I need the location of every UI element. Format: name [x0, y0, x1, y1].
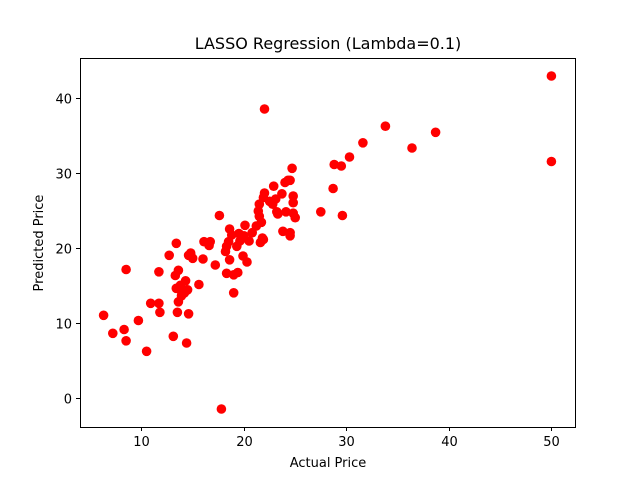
y-tick-label: 20 — [55, 243, 72, 258]
x-axis-ticks: 10 20 30 40 50 — [133, 427, 560, 450]
data-point — [273, 209, 283, 219]
data-point — [285, 227, 295, 238]
chart-title: LASSO Regression (Lambda=0.1) — [195, 34, 462, 53]
data-point — [288, 197, 299, 208]
data-point — [336, 161, 347, 171]
data-point — [133, 315, 144, 326]
data-point — [98, 310, 109, 321]
data-point — [121, 264, 131, 275]
data-point — [187, 253, 198, 264]
x-tick-label: 30 — [338, 435, 355, 450]
data-point — [259, 188, 270, 198]
data-point — [546, 156, 557, 167]
data-point — [228, 288, 239, 298]
data-point — [155, 307, 165, 318]
x-tick-label: 50 — [543, 435, 560, 450]
data-point — [281, 207, 291, 217]
data-point — [108, 328, 118, 339]
data-point — [277, 189, 287, 199]
x-tick-label: 40 — [441, 435, 458, 450]
data-point — [141, 346, 152, 357]
data-point — [183, 309, 194, 319]
data-point — [278, 226, 288, 237]
y-axis-label: Predicted Price — [32, 195, 47, 292]
y-axis-ticks: 0 10 20 30 40 — [55, 93, 80, 408]
data-point — [173, 265, 184, 276]
data-point — [358, 138, 368, 148]
data-point — [242, 257, 252, 267]
data-point — [226, 230, 237, 240]
data-point — [154, 267, 164, 277]
data-point — [316, 207, 326, 217]
data-point — [214, 210, 225, 221]
data-point — [288, 191, 299, 201]
data-point — [244, 236, 254, 246]
data-point — [119, 324, 129, 335]
data-point — [168, 331, 179, 342]
data-point — [268, 181, 279, 191]
y-tick-label: 0 — [64, 393, 72, 408]
data-point — [407, 143, 417, 153]
data-point — [259, 104, 270, 114]
data-point — [145, 298, 156, 309]
data-point — [180, 276, 191, 286]
data-point — [121, 336, 131, 346]
data-point — [290, 212, 301, 223]
data-point — [430, 127, 441, 138]
data-point — [233, 267, 243, 278]
data-point — [380, 121, 391, 131]
data-point — [172, 307, 183, 318]
data-point — [171, 238, 182, 249]
data-point — [194, 279, 204, 290]
x-tick-label: 20 — [236, 435, 253, 450]
y-tick-label: 40 — [55, 93, 72, 108]
data-point — [285, 175, 295, 186]
data-point — [198, 254, 208, 264]
data-point — [256, 217, 267, 228]
data-point — [546, 71, 557, 81]
data-point — [154, 298, 164, 309]
data-point — [344, 152, 355, 162]
data-point — [164, 250, 174, 261]
data-point — [210, 260, 221, 270]
data-points — [98, 71, 557, 414]
data-point — [337, 210, 348, 221]
data-point — [205, 236, 215, 247]
data-point — [287, 163, 297, 174]
x-tick-label: 10 — [133, 435, 150, 450]
data-point — [224, 254, 235, 265]
data-point — [182, 285, 193, 295]
y-tick-label: 10 — [55, 318, 72, 333]
y-tick-label: 30 — [55, 168, 72, 183]
data-point — [258, 234, 269, 245]
x-axis-label: Actual Price — [290, 456, 367, 471]
data-point — [181, 338, 192, 348]
plot-frame — [80, 58, 576, 428]
data-point — [216, 404, 227, 414]
data-point — [240, 220, 250, 231]
data-point — [328, 183, 338, 194]
